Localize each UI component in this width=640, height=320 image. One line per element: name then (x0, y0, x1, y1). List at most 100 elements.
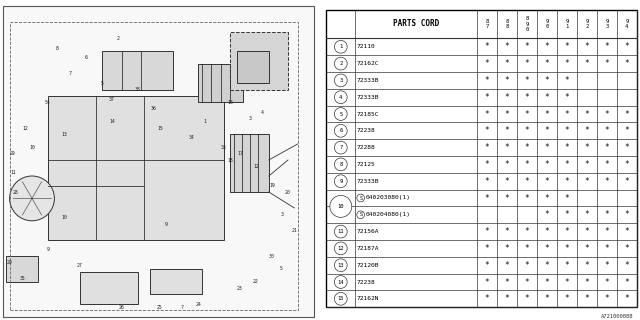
Text: *: * (625, 160, 629, 169)
Text: 3: 3 (339, 78, 342, 83)
Circle shape (335, 276, 347, 288)
Text: *: * (545, 210, 549, 219)
Circle shape (357, 211, 365, 219)
Text: *: * (504, 160, 509, 169)
Text: *: * (605, 59, 609, 68)
Text: 8
8: 8 8 (505, 19, 508, 29)
Text: 9
0: 9 0 (545, 19, 548, 29)
Text: 26: 26 (119, 305, 124, 310)
Text: *: * (525, 227, 529, 236)
Text: *: * (605, 143, 609, 152)
Text: *: * (564, 227, 569, 236)
Text: 1: 1 (339, 44, 342, 49)
Text: 8
9
0: 8 9 0 (525, 16, 529, 32)
Text: 54: 54 (45, 100, 51, 105)
Text: *: * (484, 177, 489, 186)
Text: 9: 9 (47, 247, 49, 252)
Text: 6: 6 (85, 55, 88, 60)
Text: 21: 21 (292, 228, 297, 233)
Text: 72333B: 72333B (357, 95, 380, 100)
Text: 37: 37 (109, 97, 115, 102)
Text: *: * (584, 59, 589, 68)
Text: *: * (545, 59, 549, 68)
Text: 13: 13 (337, 263, 344, 268)
Text: *: * (525, 261, 529, 270)
Text: *: * (545, 76, 549, 85)
Text: 2: 2 (117, 36, 120, 41)
Text: 20: 20 (285, 189, 291, 195)
Text: 28: 28 (13, 189, 19, 195)
Bar (6, 256, 38, 282)
Text: 30: 30 (269, 253, 275, 259)
Text: *: * (525, 277, 529, 286)
Text: *: * (504, 244, 509, 253)
Text: *: * (605, 227, 609, 236)
Text: *: * (564, 160, 569, 169)
Text: *: * (605, 244, 609, 253)
Text: *: * (545, 93, 549, 102)
Text: 72238: 72238 (357, 128, 376, 133)
Text: 72288: 72288 (357, 145, 376, 150)
Text: *: * (504, 143, 509, 152)
Bar (198, 64, 243, 102)
Text: *: * (625, 42, 629, 51)
Text: 22: 22 (253, 279, 259, 284)
Text: *: * (584, 227, 589, 236)
Circle shape (335, 242, 347, 255)
Text: 3: 3 (248, 116, 251, 121)
Text: *: * (625, 294, 629, 303)
Text: *: * (605, 261, 609, 270)
Text: *: * (545, 261, 549, 270)
Text: *: * (504, 177, 509, 186)
Text: *: * (584, 42, 589, 51)
Text: *: * (625, 126, 629, 135)
Circle shape (335, 141, 347, 154)
Text: *: * (625, 109, 629, 118)
Text: PARTS CORD: PARTS CORD (393, 20, 439, 28)
Text: 9: 9 (165, 221, 168, 227)
Text: 33: 33 (221, 145, 227, 150)
Text: *: * (564, 177, 569, 186)
Text: *: * (584, 261, 589, 270)
Text: 24: 24 (196, 301, 201, 307)
Text: 34: 34 (189, 135, 195, 140)
Text: *: * (564, 194, 569, 203)
Circle shape (330, 196, 352, 217)
Text: *: * (584, 109, 589, 118)
Text: 72162C: 72162C (357, 61, 380, 66)
Text: 19: 19 (269, 183, 275, 188)
Text: *: * (484, 261, 489, 270)
Text: *: * (484, 126, 489, 135)
Text: *: * (484, 227, 489, 236)
Circle shape (335, 108, 347, 120)
Text: *: * (564, 277, 569, 286)
Text: 040203080(1): 040203080(1) (365, 196, 410, 201)
Text: *: * (605, 294, 609, 303)
Bar (150, 269, 202, 294)
Text: *: * (545, 227, 549, 236)
Text: *: * (484, 109, 489, 118)
Text: *: * (564, 126, 569, 135)
Text: 13: 13 (61, 132, 67, 137)
Circle shape (335, 74, 347, 87)
Text: 12: 12 (23, 125, 28, 131)
Text: 72333B: 72333B (357, 78, 380, 83)
Text: 11: 11 (10, 170, 15, 175)
Text: *: * (605, 160, 609, 169)
Text: 29: 29 (7, 260, 12, 265)
Text: *: * (504, 261, 509, 270)
Text: 25: 25 (157, 305, 163, 310)
Text: *: * (504, 277, 509, 286)
Bar (80, 272, 138, 304)
Text: *: * (564, 244, 569, 253)
Text: *: * (525, 160, 529, 169)
Text: 10: 10 (61, 215, 67, 220)
Text: 9
1: 9 1 (565, 19, 568, 29)
Text: *: * (504, 194, 509, 203)
Text: 7: 7 (339, 145, 342, 150)
Text: *: * (525, 126, 529, 135)
Text: 72120B: 72120B (357, 263, 380, 268)
Text: *: * (545, 143, 549, 152)
Text: *: * (564, 143, 569, 152)
Text: 5: 5 (101, 81, 104, 86)
